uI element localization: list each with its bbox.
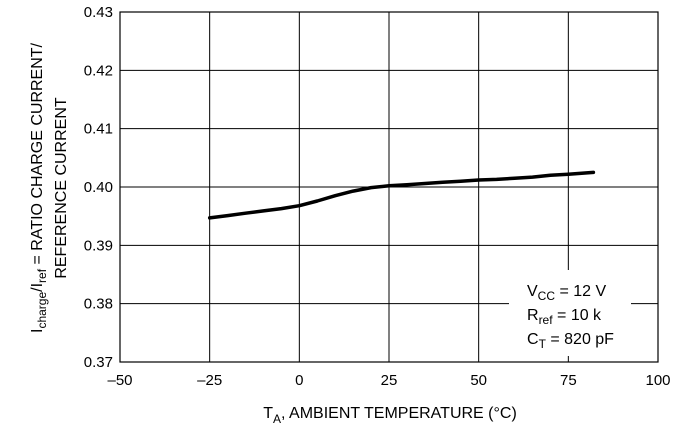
condition-vcc: VCC = 12 V [527, 283, 606, 303]
y-tick-label: 0.43 [84, 4, 113, 21]
x-tick-labels: –50 –25 0 25 50 75 100 [107, 372, 670, 389]
conditions-background [509, 270, 631, 356]
x-axis-label: TA, AMBIENT TEMPERATURE (°C) [263, 405, 517, 426]
series-group [207, 170, 596, 220]
conditions-box: VCC = 12 V Rref = 10 k CT = 820 pF [509, 270, 631, 356]
y-tick-label: 0.42 [84, 62, 113, 79]
y-axis-label-line2: REFERENCE CURRENT [53, 97, 70, 279]
x-tick-label: 50 [470, 372, 487, 389]
x-tick-label: –50 [107, 372, 132, 389]
grid [120, 12, 658, 362]
x-tick-label: 25 [381, 372, 398, 389]
y-axis-label-line1: Icharge/Iref = RATIO CHARGE CURRENT/ [29, 42, 49, 333]
x-tick-label: –25 [197, 372, 222, 389]
y-tick-label: 0.40 [84, 179, 113, 196]
y-tick-label: 0.37 [84, 354, 113, 371]
y-tick-label: 0.38 [84, 296, 113, 313]
series-line [207, 170, 596, 220]
y-tick-labels: 0.37 0.38 0.39 0.40 0.41 0.42 0.43 [84, 4, 113, 371]
condition-rref: Rref = 10 k [527, 307, 602, 327]
y-tick-label: 0.41 [84, 121, 113, 138]
x-tick-label: 100 [645, 372, 670, 389]
x-tick-label: 75 [560, 372, 577, 389]
condition-ct: CT = 820 pF [527, 331, 614, 351]
x-tick-label: 0 [295, 372, 303, 389]
plot-frame [119, 11, 659, 363]
y-tick-label: 0.39 [84, 237, 113, 254]
